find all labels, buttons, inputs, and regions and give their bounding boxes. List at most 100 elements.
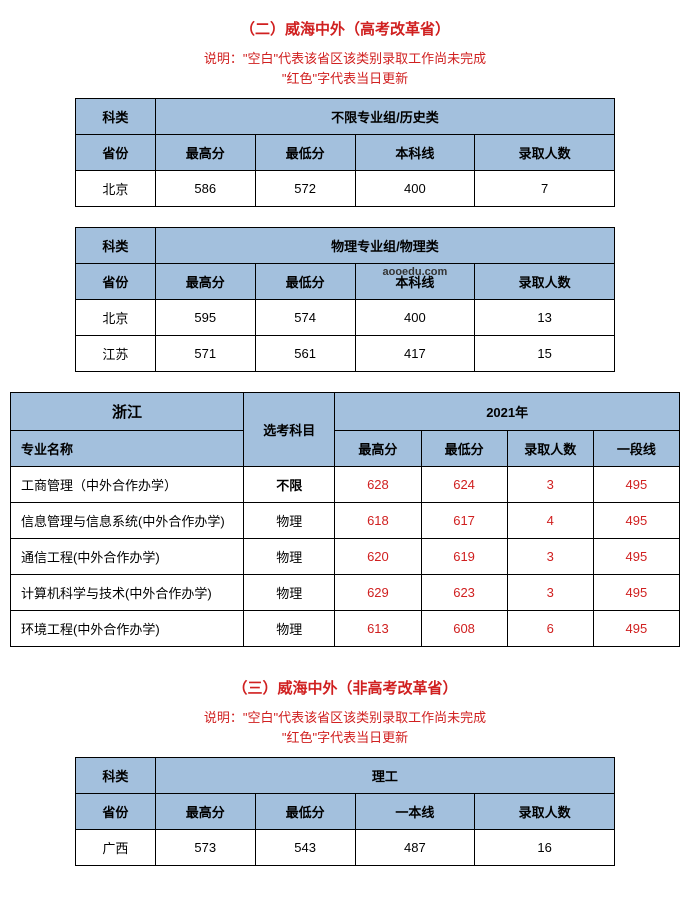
cell-min: 561: [255, 336, 355, 372]
cell-min: 543: [255, 830, 355, 866]
cell-min: 623: [421, 575, 507, 611]
cell-max: 573: [155, 830, 255, 866]
table-row: 计算机科学与技术(中外合作办学)物理6296233495: [11, 575, 680, 611]
th-kelei: 科类: [76, 99, 156, 135]
th-min: 最低分: [255, 794, 355, 830]
cell-province: 江苏: [76, 336, 156, 372]
table-row: 北京 595 574 400 13: [76, 300, 615, 336]
cell-count: 16: [475, 830, 615, 866]
section-3-note: 说明："空白"代表该省区该类别录取工作尚未完成 "红色"字代表当日更新: [0, 708, 690, 747]
note-line1: "空白"代表该省区该类别录取工作尚未完成: [243, 51, 486, 66]
cell-count: 15: [475, 336, 615, 372]
cell-count: 4: [507, 503, 593, 539]
cell-min: 608: [421, 611, 507, 647]
cell-province: 广西: [76, 830, 156, 866]
cell-count: 13: [475, 300, 615, 336]
th-year: 2021年: [335, 393, 680, 431]
table-row: 北京 586 572 400 7: [76, 171, 615, 207]
th-line: aooedu.com 本科线: [355, 264, 475, 300]
cell-subject: 不限: [244, 467, 335, 503]
th-count: 录取人数: [507, 431, 593, 467]
th-major: 专业名称: [11, 431, 244, 467]
th-province-title: 浙江: [11, 393, 244, 431]
note-line1: "空白"代表该省区该类别录取工作尚未完成: [243, 710, 486, 725]
cell-count: 6: [507, 611, 593, 647]
cell-count: 3: [507, 467, 593, 503]
cell-count: 3: [507, 575, 593, 611]
th-province: 省份: [76, 135, 156, 171]
th-line: 本科线: [355, 135, 475, 171]
cell-major: 环境工程(中外合作办学): [11, 611, 244, 647]
note-line2: "红色"字代表当日更新: [282, 730, 408, 745]
cell-max: 595: [155, 300, 255, 336]
th-min: 最低分: [421, 431, 507, 467]
cell-province: 北京: [76, 300, 156, 336]
th-count: 录取人数: [475, 135, 615, 171]
cell-subject: 物理: [244, 575, 335, 611]
cell-line: 495: [593, 467, 679, 503]
table-row: 广西 573 543 487 16: [76, 830, 615, 866]
th-group: 物理专业组/物理类: [155, 228, 614, 264]
cell-min: 619: [421, 539, 507, 575]
cell-min: 574: [255, 300, 355, 336]
cell-count: 7: [475, 171, 615, 207]
th-max: 最高分: [155, 794, 255, 830]
cell-major: 通信工程(中外合作办学): [11, 539, 244, 575]
cell-line: 495: [593, 611, 679, 647]
cell-line: 495: [593, 539, 679, 575]
th-max: 最高分: [335, 431, 421, 467]
section-2-title: （二）威海中外（高考改革省）: [0, 18, 690, 39]
cell-line: 417: [355, 336, 475, 372]
cell-line: 495: [593, 575, 679, 611]
cell-subject: 物理: [244, 539, 335, 575]
cell-max: 586: [155, 171, 255, 207]
cell-max: 618: [335, 503, 421, 539]
cell-major: 计算机科学与技术(中外合作办学): [11, 575, 244, 611]
cell-major: 信息管理与信息系统(中外合作办学): [11, 503, 244, 539]
th-kelei: 科类: [76, 758, 156, 794]
cell-min: 617: [421, 503, 507, 539]
th-min: 最低分: [255, 264, 355, 300]
table-row: 通信工程(中外合作办学)物理6206193495: [11, 539, 680, 575]
table-zhejiang: 浙江 选考科目 2021年 专业名称 最高分 最低分 录取人数 一段线 工商管理…: [10, 392, 680, 647]
th-group: 不限专业组/历史类: [155, 99, 614, 135]
cell-max: 613: [335, 611, 421, 647]
cell-line: 487: [355, 830, 475, 866]
cell-line: 495: [593, 503, 679, 539]
table-ligong: 科类 理工 省份 最高分 最低分 一本线 录取人数 广西 573 543 487…: [75, 757, 615, 866]
th-max: 最高分: [155, 135, 255, 171]
cell-max: 571: [155, 336, 255, 372]
note-prefix: 说明：: [204, 710, 243, 725]
cell-line: 400: [355, 171, 475, 207]
table-row: 江苏 571 561 417 15: [76, 336, 615, 372]
table-row: 环境工程(中外合作办学)物理6136086495: [11, 611, 680, 647]
th-line-text: 本科线: [395, 275, 434, 290]
cell-major: 工商管理（中外合作办学）: [11, 467, 244, 503]
cell-subject: 物理: [244, 611, 335, 647]
th-kelei: 科类: [76, 228, 156, 264]
th-province: 省份: [76, 794, 156, 830]
table-history: 科类 不限专业组/历史类 省份 最高分 最低分 本科线 录取人数 北京 586 …: [75, 98, 615, 207]
th-max: 最高分: [155, 264, 255, 300]
cell-province: 北京: [76, 171, 156, 207]
th-group: 理工: [155, 758, 614, 794]
th-line: 一本线: [355, 794, 475, 830]
table-row: 信息管理与信息系统(中外合作办学)物理6186174495: [11, 503, 680, 539]
th-min: 最低分: [255, 135, 355, 171]
cell-min: 624: [421, 467, 507, 503]
table-row: 工商管理（中外合作办学）不限6286243495: [11, 467, 680, 503]
cell-max: 628: [335, 467, 421, 503]
table-physics: 科类 物理专业组/物理类 省份 最高分 最低分 aooedu.com 本科线 录…: [75, 227, 615, 372]
cell-min: 572: [255, 171, 355, 207]
cell-max: 629: [335, 575, 421, 611]
cell-line: 400: [355, 300, 475, 336]
th-line: 一段线: [593, 431, 679, 467]
cell-subject: 物理: [244, 503, 335, 539]
th-count: 录取人数: [475, 264, 615, 300]
note-prefix: 说明：: [204, 51, 243, 66]
th-province: 省份: [76, 264, 156, 300]
section-2-note: 说明："空白"代表该省区该类别录取工作尚未完成 "红色"字代表当日更新: [0, 49, 690, 88]
section-3-title: （三）威海中外（非高考改革省）: [0, 677, 690, 698]
note-line2: "红色"字代表当日更新: [282, 71, 408, 86]
th-subject: 选考科目: [244, 393, 335, 467]
